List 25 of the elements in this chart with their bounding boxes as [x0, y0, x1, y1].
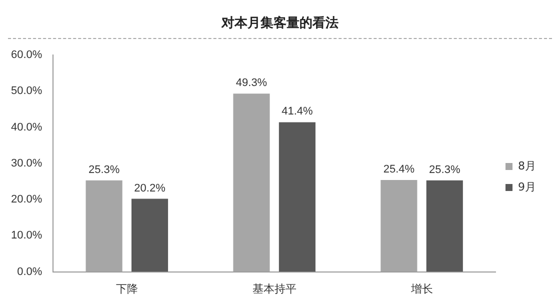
data-label: 25.3%: [429, 164, 460, 176]
data-label: 25.3%: [88, 164, 120, 176]
x-tick-label: 下降: [116, 282, 138, 296]
legend-label: 9月: [518, 180, 536, 194]
data-label: 49.3%: [236, 77, 268, 90]
bar: [233, 94, 270, 272]
bar: [278, 122, 316, 272]
x-tick-label: 基本持平: [252, 282, 296, 296]
bar: [86, 180, 122, 272]
y-tick-label: 50.0%: [10, 85, 42, 98]
data-label: 25.4%: [383, 164, 415, 176]
chart-title: 对本月集客量的看法: [220, 14, 340, 33]
y-tick-label: 0.0%: [17, 266, 42, 278]
x-tick-label: 增长: [410, 282, 433, 296]
y-tick-label: 30.0%: [10, 157, 42, 170]
y-tick-label: 10.0%: [10, 230, 42, 242]
data-label: 20.2%: [134, 182, 166, 194]
bar: [380, 180, 418, 272]
bar: [426, 180, 463, 272]
bar: [131, 198, 168, 272]
y-tick-label: 20.0%: [10, 194, 42, 206]
y-tick-label: 60.0%: [10, 49, 42, 62]
y-tick-label: 40.0%: [10, 121, 42, 134]
data-label: 41.4%: [282, 106, 314, 118]
legend-label: 8月: [518, 159, 536, 172]
